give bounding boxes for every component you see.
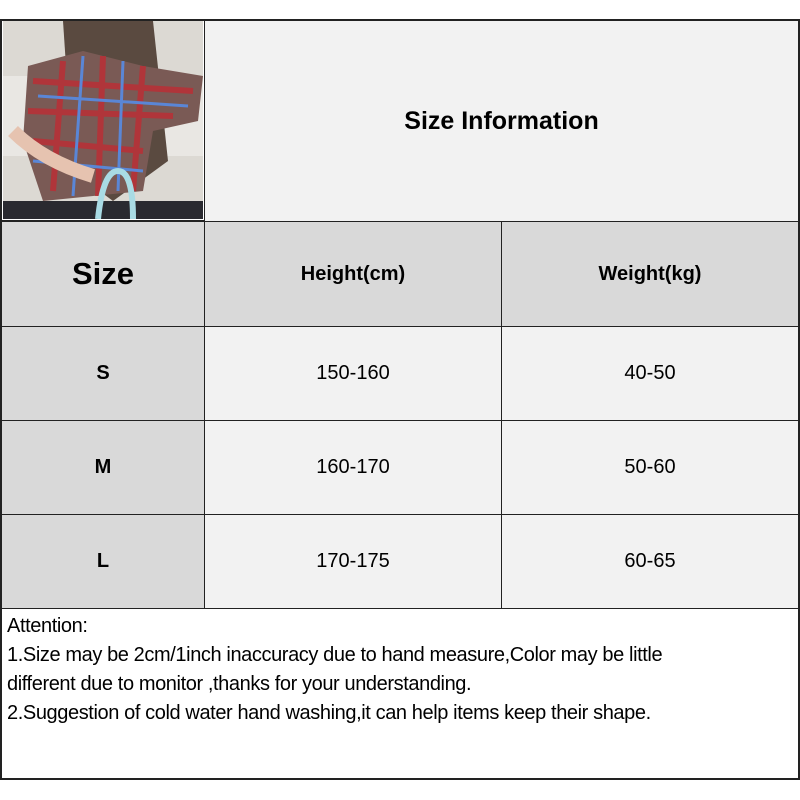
note-1-line-2: different due to monitor ,thanks for you…	[7, 673, 472, 695]
header-size: Size	[0, 221, 205, 327]
plaid-shirt-photo	[3, 21, 203, 219]
attention-notes: Attention: 1.Size may be 2cm/1inch inacc…	[0, 608, 800, 780]
header-height: Height(cm)	[204, 221, 502, 327]
row-m-size: M	[0, 420, 205, 515]
row-l-weight: 60-65	[501, 514, 800, 609]
height-value: 170-175	[316, 550, 390, 572]
notes-heading: Attention:	[7, 615, 88, 637]
weight-value: 60-65	[624, 550, 676, 572]
weight-value: 40-50	[624, 362, 676, 384]
header-size-label: Size	[71, 256, 135, 291]
product-photo	[3, 21, 203, 219]
row-l-size: L	[0, 514, 205, 609]
weight-value: 50-60	[624, 456, 676, 478]
row-s-height: 150-160	[204, 326, 502, 421]
row-s-size: S	[0, 326, 205, 421]
row-l-height: 170-175	[204, 514, 502, 609]
header-weight: Weight(kg)	[501, 221, 800, 327]
title-cell: Size Information	[204, 19, 800, 222]
size-value: L	[96, 550, 110, 572]
row-m-height: 160-170	[204, 420, 502, 515]
row-m-weight: 50-60	[501, 420, 800, 515]
size-value: S	[96, 362, 110, 384]
height-value: 150-160	[316, 362, 390, 384]
header-height-label: Height(cm)	[300, 262, 406, 285]
row-s-weight: 40-50	[501, 326, 800, 421]
size-value: M	[94, 456, 112, 478]
page-title: Size Information	[404, 106, 599, 135]
header-weight-label: Weight(kg)	[598, 262, 702, 285]
height-value: 160-170	[316, 456, 390, 478]
note-2: 2.Suggestion of cold water hand washing,…	[7, 702, 651, 724]
note-1-line-1: 1.Size may be 2cm/1inch inaccuracy due t…	[7, 644, 663, 666]
